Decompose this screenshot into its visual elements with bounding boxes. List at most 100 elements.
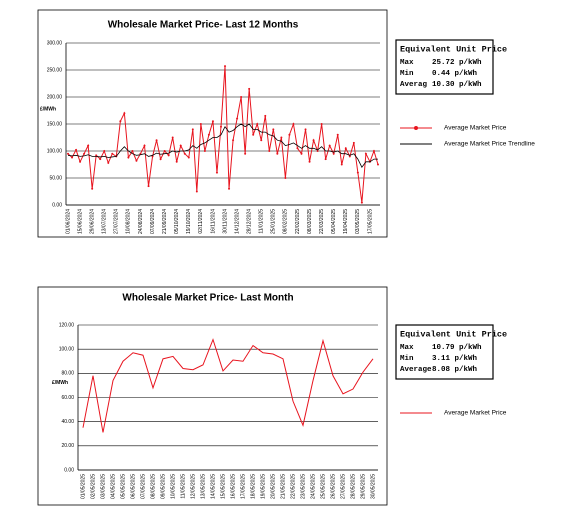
y-tick-label: 100.00 xyxy=(47,148,63,154)
marker xyxy=(135,159,138,162)
y-tick-label: 0.00 xyxy=(52,202,62,208)
marker xyxy=(280,136,283,139)
y-tick-label: 300.00 xyxy=(47,40,63,46)
marker xyxy=(260,139,263,142)
marker xyxy=(127,156,130,159)
x-tick-label: 24/05/2025 xyxy=(310,474,316,499)
marker xyxy=(139,152,142,155)
y-tick-label: 150.00 xyxy=(47,121,63,127)
x-tick-label: 27/07/2024 xyxy=(114,209,120,234)
marker xyxy=(364,152,367,155)
marker xyxy=(248,87,251,90)
x-tick-label: 19/10/2024 xyxy=(186,209,192,234)
marker xyxy=(71,156,74,159)
marker xyxy=(372,150,375,152)
marker xyxy=(163,150,166,152)
marker xyxy=(308,160,311,163)
x-tick-label: 02/05/2025 xyxy=(90,474,96,499)
marker xyxy=(348,155,351,158)
marker xyxy=(344,147,347,150)
marker xyxy=(232,139,235,142)
marker xyxy=(252,133,255,136)
marker xyxy=(336,133,339,136)
info-label: Max xyxy=(400,59,414,67)
x-tick-label: 26/05/2025 xyxy=(330,474,336,499)
marker xyxy=(224,65,227,68)
x-tick-label: 25/05/2025 xyxy=(320,474,326,499)
marker xyxy=(264,114,267,117)
x-tick-label: 07/09/2024 xyxy=(150,209,156,234)
x-tick-label: 25/01/2025 xyxy=(271,209,277,234)
x-tick-label: 15/05/2025 xyxy=(220,474,226,499)
legend-marker xyxy=(414,126,418,130)
marker xyxy=(240,96,243,98)
series-line xyxy=(67,66,379,203)
marker xyxy=(276,152,279,155)
marker xyxy=(328,144,331,147)
marker xyxy=(256,123,259,125)
legend-label: Average Market Price xyxy=(444,410,507,417)
x-tick-label: 05/04/2025 xyxy=(331,209,337,234)
marker xyxy=(87,144,90,147)
x-tick-label: 28/05/2025 xyxy=(350,474,356,499)
marker xyxy=(320,123,323,125)
x-tick-label: 04/05/2025 xyxy=(110,474,116,499)
x-tick-label: 29/05/2025 xyxy=(360,474,366,499)
x-tick-label: 10/05/2025 xyxy=(170,474,176,499)
x-tick-label: 14/05/2025 xyxy=(210,474,216,499)
marker xyxy=(272,128,275,131)
info-value: 25.72 p/kWh xyxy=(432,59,482,67)
chart-frame xyxy=(37,286,388,506)
x-tick-label: 22/02/2025 xyxy=(295,209,301,234)
marker xyxy=(316,150,319,152)
x-tick-label: 19/04/2025 xyxy=(343,209,349,234)
x-tick-label: 24/08/2024 xyxy=(138,209,144,234)
marker xyxy=(203,150,206,152)
y-tick-label: 60.00 xyxy=(61,395,74,401)
marker xyxy=(123,112,126,115)
marker xyxy=(91,187,94,190)
x-tick-label: 03/05/2025 xyxy=(100,474,106,499)
marker xyxy=(83,152,86,155)
y-tick-label: 40.00 xyxy=(61,419,74,425)
marker xyxy=(296,147,299,150)
x-tick-label: 14/12/2024 xyxy=(234,209,240,234)
x-tick-label: 13/05/2025 xyxy=(200,474,206,499)
x-tick-label: 28/12/2024 xyxy=(246,209,252,234)
info-box xyxy=(395,39,494,95)
series-line xyxy=(82,338,374,433)
x-tick-label: 08/02/2025 xyxy=(283,209,289,234)
x-tick-label: 21/09/2024 xyxy=(162,209,168,234)
marker xyxy=(155,139,158,142)
y-tick-label: 250.00 xyxy=(47,67,63,73)
marker xyxy=(244,152,247,155)
marker xyxy=(95,154,98,157)
marker xyxy=(159,158,162,161)
marker xyxy=(324,158,327,161)
marker xyxy=(187,156,190,159)
x-tick-label: 05/10/2024 xyxy=(174,209,180,234)
x-tick-label: 11/05/2025 xyxy=(180,474,186,499)
x-tick-label: 29/06/2024 xyxy=(89,209,95,234)
y-tick-label: 20.00 xyxy=(61,443,74,449)
y-axis-label: £/MWh xyxy=(40,106,56,112)
marker xyxy=(228,187,231,190)
x-tick-label: 23/05/2025 xyxy=(300,474,306,499)
marker xyxy=(219,125,222,128)
marker xyxy=(191,128,194,131)
marker xyxy=(103,150,106,152)
x-tick-label: 21/05/2025 xyxy=(280,474,286,499)
info-value: 0.44 p/kWh xyxy=(432,70,478,78)
info-label: Averag xyxy=(400,81,428,89)
x-tick-label: 30/05/2025 xyxy=(370,474,376,499)
x-tick-label: 30/11/2024 xyxy=(222,209,228,234)
x-tick-label: 17/05/2025 xyxy=(367,209,373,234)
x-tick-label: 02/11/2024 xyxy=(198,209,204,234)
chart-title: Wholesale Market Price- Last Month xyxy=(122,293,293,304)
marker xyxy=(352,141,355,144)
marker xyxy=(167,154,170,157)
info-title: Equivalent Unit Price xyxy=(400,329,507,339)
x-tick-label: 08/05/2025 xyxy=(150,474,156,499)
marker xyxy=(360,201,363,204)
marker xyxy=(99,158,102,161)
